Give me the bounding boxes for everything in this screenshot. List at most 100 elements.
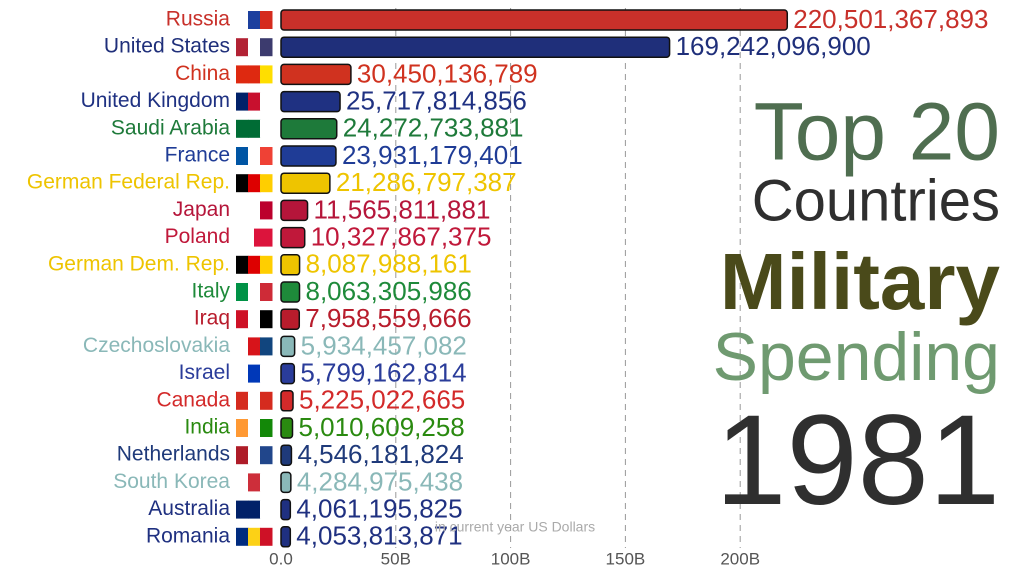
flag-stripe — [260, 119, 273, 138]
flag-stripe — [260, 92, 273, 111]
y-tick-label: Israel — [179, 361, 230, 384]
bar — [280, 471, 292, 494]
flag-stripe — [248, 38, 261, 57]
bar — [280, 498, 292, 521]
year: 1981 — [715, 389, 1000, 532]
flag-stripe — [260, 38, 273, 57]
flag-stripe — [254, 228, 273, 247]
value-label: 4,061,195,825 — [296, 493, 462, 523]
bar — [280, 118, 338, 140]
flag-stripe — [248, 446, 261, 465]
y-tick-label: China — [175, 62, 230, 85]
flag-stripe — [248, 174, 261, 193]
flag-stripe — [248, 391, 261, 410]
y-tick-label: South Korea — [113, 470, 230, 493]
flag-stripe — [248, 119, 261, 138]
flag-stripe — [236, 174, 249, 193]
y-tick-label: Romania — [146, 524, 230, 547]
y-tick-label: Netherlands — [117, 443, 230, 466]
flag-stripe — [236, 92, 249, 111]
flag-stripe — [236, 283, 249, 301]
flag-stripe — [260, 527, 273, 546]
value-label: 5,225,022,665 — [299, 385, 465, 415]
flag-stripe — [236, 527, 249, 546]
flag-stripe — [260, 364, 273, 383]
flag-stripe — [236, 391, 249, 410]
title-line: Military — [720, 237, 1001, 326]
value-label: 220,501,367,893 — [793, 4, 988, 34]
bar — [280, 145, 337, 167]
flag-stripe — [236, 147, 249, 165]
bar — [280, 36, 671, 58]
flag-stripe — [260, 446, 273, 465]
y-tick-label: Italy — [191, 280, 230, 303]
value-label: 30,450,136,789 — [357, 58, 538, 88]
bar — [280, 9, 789, 31]
flag-stripe — [248, 527, 261, 546]
flag-stripe — [248, 473, 261, 492]
value-label: 4,284,975,438 — [297, 466, 463, 496]
value-label: 24,272,733,881 — [343, 113, 524, 143]
flag-stripe — [260, 283, 273, 301]
y-tick-label: Saudi Arabia — [111, 116, 230, 139]
value-label: 8,063,305,986 — [306, 276, 472, 306]
plot: 0.0 50B 100B 150B 200B Russia 220,501,367,893 U… — [27, 4, 989, 569]
flag-stripe — [236, 119, 249, 138]
y-tick-label: Japan — [173, 198, 230, 221]
flag-stripe — [260, 310, 273, 329]
x-tick-label: 50B — [381, 549, 411, 568]
bar — [280, 90, 341, 113]
flag-stripe — [236, 446, 249, 465]
bar — [280, 281, 301, 303]
flag-stripe — [260, 65, 273, 84]
value-label: 21,286,797,387 — [336, 167, 517, 197]
value-label: 10,327,867,375 — [311, 221, 492, 251]
flag-stripe — [236, 364, 249, 383]
flag-stripe — [248, 283, 261, 301]
flag-stripe — [236, 310, 249, 329]
flag-stripe — [260, 419, 273, 437]
flag-stripe — [260, 337, 273, 356]
flag-stripe — [248, 310, 261, 329]
flag-stripe — [248, 419, 261, 437]
bar — [280, 308, 301, 330]
flag-stripe — [260, 500, 273, 519]
value-label: 5,010,609,258 — [299, 412, 465, 442]
y-tick-label: United Kingdom — [81, 89, 230, 112]
flag-stripe — [260, 391, 273, 410]
flag-stripe — [260, 255, 273, 274]
flag-stripe — [236, 500, 249, 519]
title-line: Top 20 — [754, 87, 1000, 178]
value-label: 23,931,179,401 — [342, 140, 523, 170]
bar — [280, 444, 293, 466]
flag-stripe — [248, 255, 261, 274]
y-tick-label: Australia — [148, 497, 230, 520]
flag-stripe — [248, 65, 261, 84]
value-label: 25,717,814,856 — [346, 85, 527, 115]
flag-stripe — [236, 11, 249, 29]
flag-stripe — [248, 92, 261, 111]
bar — [280, 362, 296, 385]
flag-stripe — [248, 147, 261, 165]
flag-stripe — [248, 500, 261, 519]
y-tick-label: Canada — [156, 388, 230, 411]
bar — [280, 254, 301, 276]
value-label: 169,242,096,900 — [676, 31, 871, 61]
flag-stripe — [236, 65, 249, 84]
flag-stripe — [236, 419, 249, 437]
value-label: 11,565,811,881 — [314, 194, 491, 224]
y-tick-label: United States — [104, 35, 230, 58]
y-tick-label: Iraq — [194, 307, 230, 330]
x-axis-label: in current year US Dollars — [435, 519, 595, 535]
title-line: Countries — [752, 168, 1000, 233]
flag-stripe — [260, 11, 273, 29]
value-label: 5,799,162,814 — [300, 357, 466, 387]
bar — [280, 199, 309, 222]
flag-stripe — [236, 201, 249, 220]
flag-stripe — [236, 228, 255, 247]
value-label: 5,934,457,082 — [301, 330, 467, 360]
flag-stripe — [248, 11, 261, 29]
y-tick-label: France — [165, 144, 230, 167]
